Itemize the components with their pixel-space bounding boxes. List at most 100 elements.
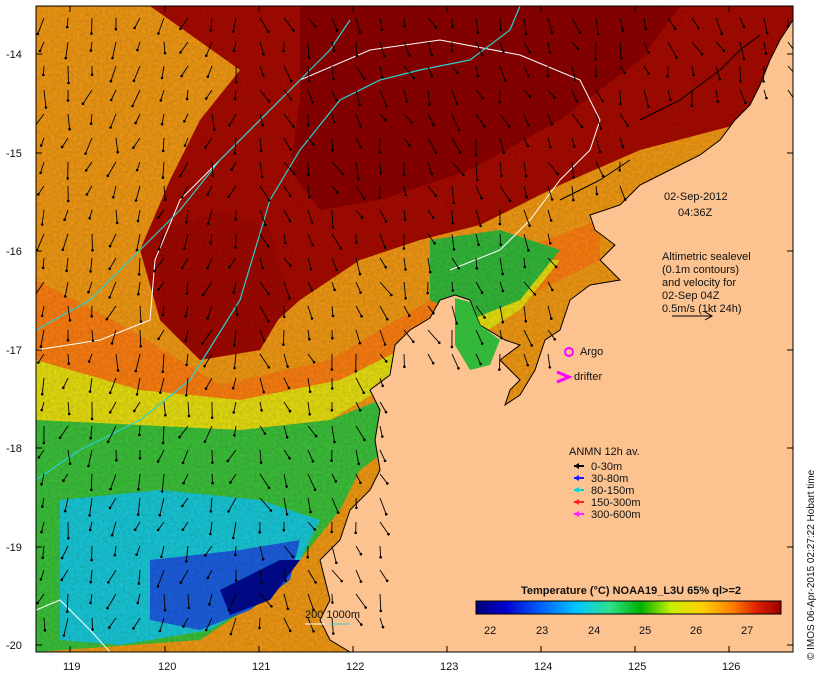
velocity-arrow-head [359, 146, 363, 149]
velocity-arrow-head [109, 98, 113, 102]
velocity-arrow-head [621, 145, 625, 149]
velocity-arrow [283, 209, 291, 222]
velocity-arrow-head [227, 510, 230, 513]
velocity-arrow [379, 113, 386, 121]
velocity-arrow-head [286, 607, 290, 611]
velocity-arrow-head [594, 74, 598, 78]
velocity-arrow-head [619, 57, 623, 60]
velocity-arrow-head [666, 75, 669, 78]
velocity-arrow [283, 185, 291, 197]
velocity-arrow-head [234, 81, 238, 84]
velocity-arrow-head [133, 528, 137, 532]
velocity-arrow [110, 473, 117, 490]
velocity-arrow-head [647, 72, 650, 75]
velocity-arrow-head [572, 176, 575, 179]
velocity-arrow [59, 425, 69, 438]
velocity-arrow-head [108, 626, 111, 629]
velocity-arrow [137, 593, 141, 604]
velocity-arrow [259, 545, 264, 560]
velocity-arrow-head [179, 174, 182, 178]
velocity-arrow [157, 17, 165, 34]
velocity-arrow [547, 209, 552, 221]
velocity-arrow [227, 449, 237, 462]
velocity-arrow-head [68, 462, 72, 466]
velocity-arrow-head [204, 146, 207, 149]
velocity-arrow [571, 41, 579, 50]
velocity-arrow [763, 41, 767, 54]
velocity-arrow-head [40, 482, 43, 486]
velocity-arrow-head [227, 195, 230, 199]
velocity-arrow [181, 257, 189, 269]
velocity-arrow [204, 425, 213, 442]
velocity-arrow [39, 41, 45, 52]
velocity-arrow [233, 41, 237, 51]
velocity-arrow-head [499, 243, 503, 246]
velocity-arrow [85, 161, 93, 171]
velocity-arrow [160, 89, 165, 101]
velocity-arrow-head [131, 104, 134, 108]
velocity-arrow-head [334, 480, 338, 483]
velocity-arrow [547, 89, 555, 98]
velocity-arrow [108, 617, 117, 628]
velocity-arrow-head [383, 459, 387, 463]
velocity-arrow [787, 65, 793, 73]
velocity-arrow-head [204, 387, 208, 390]
velocity-arrow-head [527, 74, 530, 77]
velocity-arrow-head [381, 625, 385, 629]
velocity-arrow [184, 137, 189, 146]
velocity-arrow [40, 161, 45, 173]
velocity-arrow-head [269, 509, 273, 512]
velocity-arrow-head [156, 460, 160, 463]
velocity-arrow-head [164, 198, 167, 201]
velocity-arrow [182, 449, 189, 463]
velocity-arrow [715, 89, 719, 102]
velocity-arrow-head [312, 608, 315, 612]
velocity-arrow-head [41, 266, 45, 270]
velocity-arrow [259, 281, 269, 294]
velocity-arrow [283, 89, 292, 100]
velocity-arrow-head [553, 96, 556, 99]
velocity-arrow-head [355, 506, 358, 510]
velocity-arrow [403, 65, 415, 79]
velocity-arrow-head [164, 413, 167, 417]
velocity-arrow-head [284, 241, 287, 245]
velocity-arrow-head [88, 514, 91, 517]
velocity-arrow-head [716, 100, 720, 103]
velocity-arrow [259, 65, 264, 76]
velocity-arrow [307, 233, 314, 246]
velocity-arrow-head [158, 513, 162, 517]
velocity-arrow [307, 257, 312, 270]
velocity-arrow [209, 521, 213, 534]
velocity-arrow-head [135, 393, 139, 396]
velocity-arrow [379, 41, 385, 57]
velocity-arrow-head [455, 322, 459, 325]
velocity-arrow [475, 113, 485, 127]
velocity-arrow-head [502, 151, 506, 154]
velocity-arrow-head [503, 79, 507, 83]
velocity-arrow [667, 89, 671, 100]
velocity-arrow [307, 185, 310, 198]
velocity-arrow-head [618, 169, 621, 172]
velocity-arrow-head [384, 118, 387, 122]
velocity-arrow-head [228, 123, 231, 127]
velocity-arrow [571, 65, 576, 80]
velocity-arrow-head [67, 536, 70, 540]
velocity-arrow-head [554, 265, 558, 269]
velocity-arrow-head [387, 532, 390, 536]
velocity-arrow-head [37, 455, 41, 459]
velocity-arrow-head [331, 314, 335, 318]
colorbar-tick-label: 22 [484, 625, 496, 637]
velocity-arrow-head [331, 226, 335, 229]
velocity-arrow-head [762, 80, 765, 83]
velocity-arrow [90, 113, 93, 124]
velocity-arrow-head [673, 27, 677, 31]
velocity-arrow [205, 617, 213, 631]
velocity-arrow [207, 257, 213, 269]
velocity-arrow [210, 17, 213, 31]
velocity-arrow-head [312, 360, 316, 364]
scale-arrow [672, 311, 714, 321]
velocity-arrow [355, 65, 365, 80]
velocity-arrow-head [669, 98, 672, 102]
velocity-arrow-head [288, 297, 292, 300]
velocity-arrow [379, 593, 382, 611]
